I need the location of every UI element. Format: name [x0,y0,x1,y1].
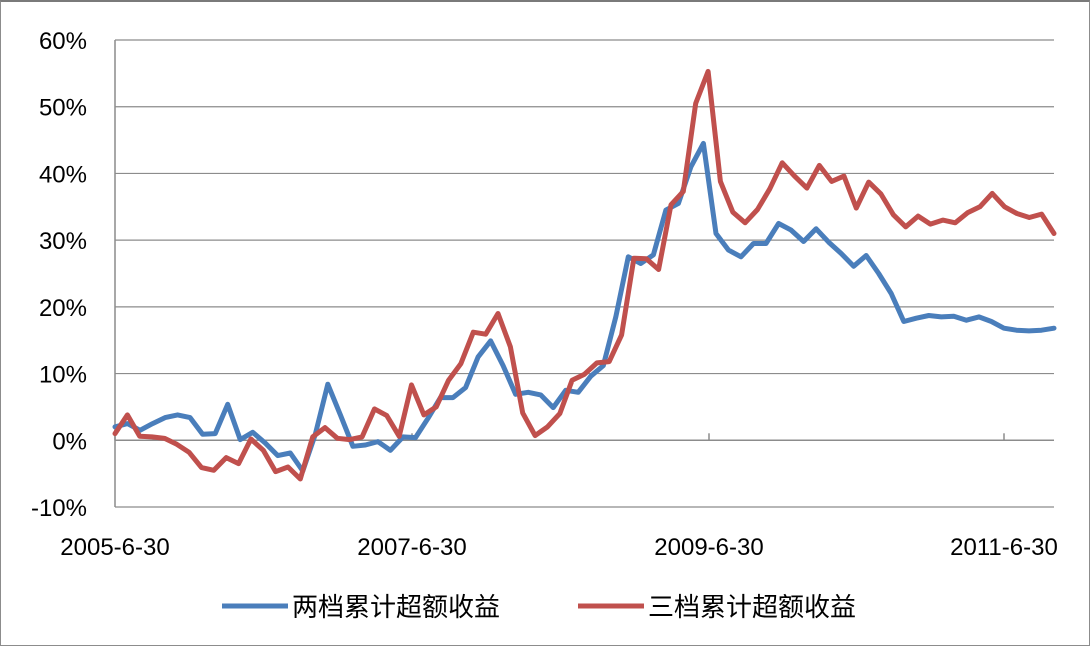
y-tick-label: 0% [52,428,87,455]
series-line-2 [112,68,1057,482]
legend-label-1: 两档累计超额收益 [292,593,500,623]
x-tick-label: 2005-6-30 [60,534,169,561]
x-tick-label: 2007-6-30 [357,534,466,561]
series-line-1 [112,140,1057,474]
y-tick-label: 50% [39,95,87,122]
y-tick-label: 20% [39,295,87,322]
legend-label-2: 三档累计超额收益 [648,593,856,623]
x-tick-label: 2011-6-30 [950,534,1058,561]
y-tick-label: -10% [31,495,87,522]
y-tick-label: 10% [39,362,87,389]
y-tick-label: 40% [39,161,87,188]
y-tick-label: 60% [39,28,87,55]
x-tick-label: 2009-6-30 [654,534,763,561]
y-tick-label: 30% [39,228,87,255]
